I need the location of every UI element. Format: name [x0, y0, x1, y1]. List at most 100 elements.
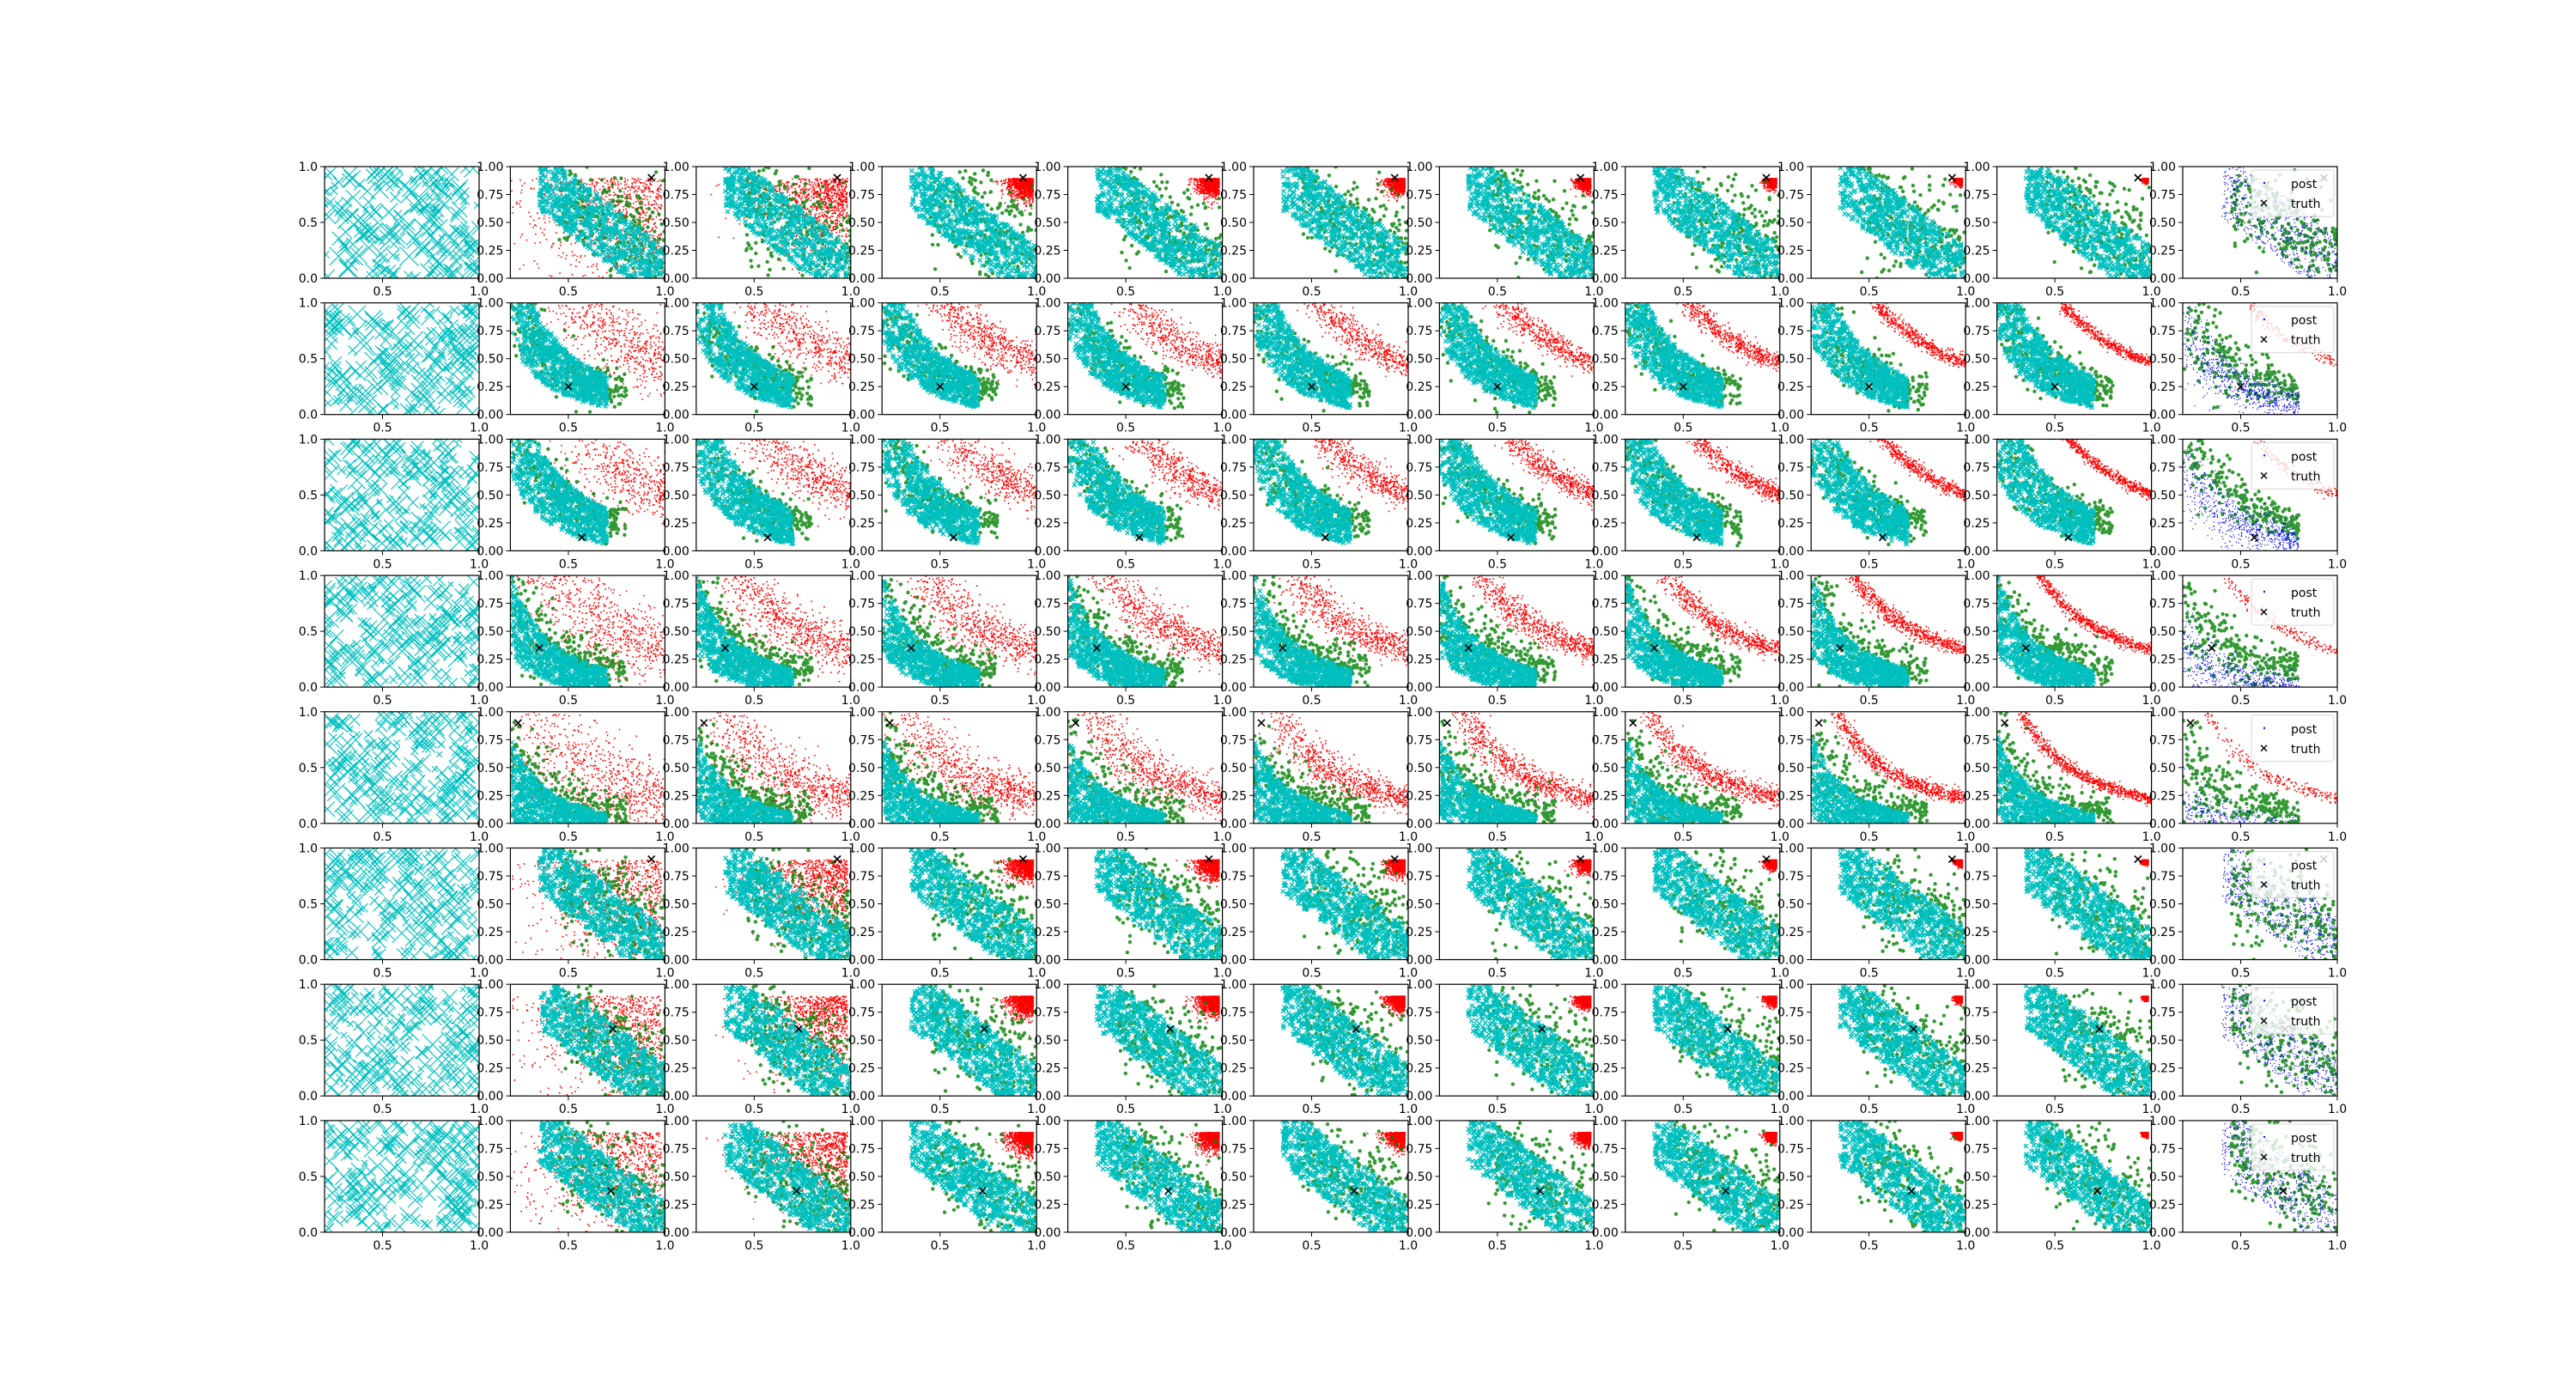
y-tick-label: 0.25 [1034, 789, 1060, 803]
panel-r8-c5: 0.5 1.00.000.250.500.751.00 [1034, 1115, 1231, 1253]
panel-points [711, 165, 854, 280]
y-tick-label: 0.00 [2149, 681, 2176, 695]
y-tick-label: 0.25 [663, 380, 690, 394]
y-tick-label: 0.00 [848, 818, 875, 831]
y-tick-label: 1.00 [848, 706, 875, 720]
y-tick-label: 0.75 [477, 461, 503, 475]
y-tick-label: 0.00 [477, 544, 503, 558]
panel-r6-c5: 0.5 1.00.000.250.500.751.00 [1034, 842, 1231, 981]
y-tick-label: 1.00 [2149, 297, 2176, 311]
panel-points [2024, 846, 2153, 961]
red-samples [2140, 860, 2149, 867]
y-tick-label: 0.75 [1963, 1142, 1990, 1156]
legend-truth-label: truth [2291, 198, 2320, 211]
panel-points [909, 982, 1038, 1097]
legend-truth-label: truth [2291, 879, 2320, 893]
x-tick-label: 1.0 [2328, 694, 2347, 708]
panel-r3-c2: 0.5 1.00.000.250.500.751.00 [477, 433, 674, 571]
y-tick-label: 0.00 [477, 1090, 503, 1103]
y-tick-label: 1.00 [1963, 978, 1990, 992]
y-tick-label: 0.75 [1220, 1006, 1247, 1020]
panel-points [1623, 574, 1781, 689]
panel-points [1624, 712, 1781, 825]
y-tick-label: 0.75 [1406, 1006, 1432, 1020]
panel-r3-c1: 0.5 1.00.00.51.0 [299, 432, 489, 571]
y-tick-label: 0.25 [1034, 654, 1060, 667]
panel-points [1467, 982, 1596, 1098]
y-tick-label: 0.00 [848, 954, 875, 968]
y-tick-label: 1.00 [1777, 161, 1804, 174]
prior-samples [317, 978, 489, 1104]
cyan-samples [1623, 574, 1723, 689]
legend-post-label: post [2291, 314, 2318, 328]
panel-points [511, 165, 667, 280]
y-tick-label: 0.75 [663, 1006, 690, 1020]
y-tick-label: 1.00 [663, 569, 690, 583]
y-tick-label: 0.75 [663, 598, 690, 611]
y-tick-label: 0.50 [663, 1034, 690, 1048]
y-tick-label: 0.75 [1592, 870, 1619, 884]
y-tick-label: 0.25 [477, 1198, 503, 1212]
y-tick-label: 0.25 [1220, 380, 1247, 394]
y-tick-label: 0.5 [299, 898, 318, 912]
legend-post-label: post [2291, 178, 2318, 192]
truth-marker [1815, 720, 1822, 727]
red-samples [2140, 995, 2148, 1002]
x-tick-label: 1.0 [2328, 422, 2347, 435]
panel-points [508, 301, 665, 414]
y-tick-label: 0.75 [1406, 189, 1432, 203]
x-tick-label: 1.0 [1956, 1239, 1975, 1253]
panel-points [1066, 439, 1224, 545]
y-tick-label: 0.25 [848, 245, 875, 258]
panel-r4-c4: 0.5 1.00.000.250.500.751.00 [848, 569, 1046, 708]
y-tick-label: 0.50 [2149, 762, 2176, 775]
y-tick-label: 0.25 [2149, 926, 2176, 939]
y-tick-label: 0.50 [2149, 625, 2176, 639]
y-tick-label: 0.75 [1777, 1142, 1804, 1156]
y-tick-label: 0.75 [848, 189, 875, 203]
y-tick-label: 0.00 [1592, 1090, 1619, 1103]
y-tick-label: 0.50 [477, 1170, 503, 1184]
y-tick-label: 0.25 [1406, 1062, 1432, 1076]
y-tick-label: 0.75 [1034, 733, 1060, 747]
y-tick-label: 0.00 [1034, 1226, 1060, 1240]
panel-r5-c8: 0.5 1.00.000.250.500.751.00 [1592, 706, 1789, 844]
y-tick-label: 0.25 [1777, 1062, 1804, 1076]
y-tick-label: 0.00 [1963, 818, 1990, 831]
x-tick-label: 0.5 [744, 694, 763, 708]
y-tick-label: 0.00 [1963, 409, 1990, 423]
y-tick-label: 0.50 [1777, 762, 1804, 775]
panel-points [908, 1118, 1038, 1232]
x-tick-label: 1.0 [841, 1239, 860, 1253]
panel-r8-c2: 0.5 1.00.000.250.500.751.00 [477, 1115, 674, 1253]
prior-samples [318, 706, 486, 830]
y-tick-label: 1.00 [1220, 1115, 1247, 1128]
y-tick-label: 0.0 [299, 1226, 318, 1240]
y-tick-label: 0.50 [2149, 1034, 2176, 1048]
cyan-samples [880, 438, 981, 545]
y-tick-label: 0.25 [1220, 654, 1247, 667]
y-tick-label: 0.75 [848, 598, 875, 611]
y-tick-label: 0.00 [1963, 544, 1990, 558]
y-tick-label: 0.25 [1963, 654, 1990, 667]
y-tick-label: 0.50 [1220, 489, 1247, 502]
y-tick-label: 1.00 [1220, 842, 1247, 856]
y-tick-label: 0.0 [299, 954, 318, 968]
panel-r7-c1: 0.5 1.00.00.51.0 [299, 978, 489, 1117]
y-tick-label: 1.00 [1406, 161, 1432, 174]
y-tick-label: 1.00 [1034, 297, 1060, 311]
y-tick-label: 0.00 [1592, 818, 1619, 831]
x-tick-label: 0.5 [373, 830, 392, 844]
y-tick-label: 0.50 [848, 1170, 875, 1184]
panel-r1-c7: 0.5 1.00.000.250.500.751.00 [1406, 161, 1603, 299]
y-tick-label: 1.0 [299, 706, 318, 720]
y-tick-label: 0.75 [1406, 870, 1432, 884]
cyan-samples [1995, 576, 2095, 689]
y-tick-label: 0.50 [1592, 489, 1619, 502]
panel-r7-c5: 0.5 1.00.000.250.500.751.00 [1034, 978, 1231, 1116]
y-tick-label: 0.50 [477, 216, 503, 230]
x-tick-label: 0.5 [1674, 285, 1692, 299]
cyan-samples [1066, 439, 1166, 545]
x-tick-label: 0.5 [1302, 557, 1321, 571]
